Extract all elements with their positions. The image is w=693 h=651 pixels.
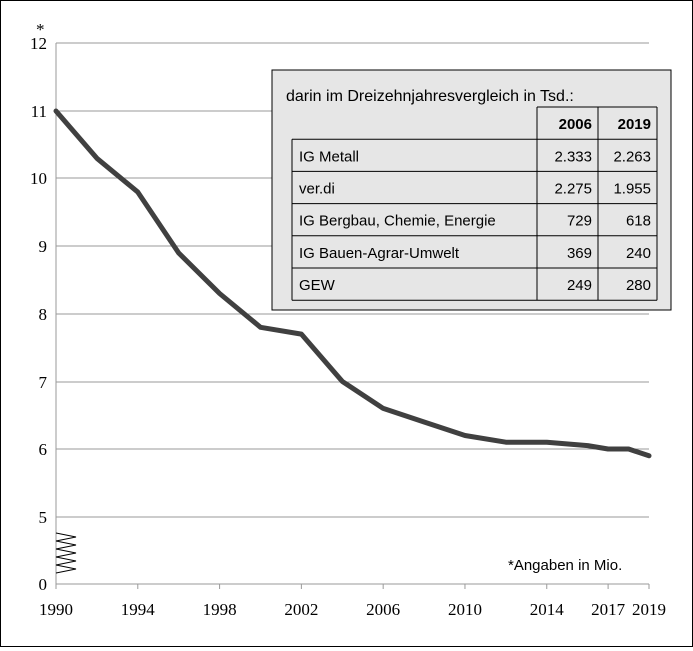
table-cell: 618 [626, 213, 651, 230]
table-cell: 240 [626, 245, 651, 262]
axis-break-path [55, 532, 77, 574]
x-tick-1998: 1998 [203, 600, 237, 619]
x-tick-2017: 2017 [591, 600, 626, 619]
x-tick-labels: 1990 1994 1998 2002 2006 2010 2014 2017 2019 [39, 600, 666, 619]
x-tick-2006: 2006 [366, 600, 400, 619]
axes [55, 43, 650, 589]
series-lines [53, 108, 652, 459]
table-row-label: ver.di [299, 181, 335, 198]
y-tick-0: 0 [39, 575, 48, 594]
chart-footnote: *Angaben in Mio. [508, 557, 622, 574]
table-cell: 1.955 [613, 181, 651, 198]
x-tick-2019: 2019 [632, 600, 666, 619]
table-cell: 369 [567, 245, 592, 262]
table-cell: 2.333 [554, 148, 592, 165]
x-tick-1994: 1994 [121, 600, 156, 619]
y-tick-9: 9 [39, 237, 48, 256]
table-cell: 280 [626, 277, 651, 294]
table-row-label: IG Bauen-Agrar-Umwelt [299, 245, 460, 262]
x-tick-1990: 1990 [39, 600, 73, 619]
axis-break-squiggle [55, 532, 77, 574]
table-header-2006: 2006 [559, 116, 592, 133]
x-tick-2010: 2010 [448, 600, 482, 619]
table-cell: 249 [567, 277, 592, 294]
y-tick-6: 6 [39, 440, 48, 459]
table-row-label: IG Bergbau, Chemie, Energie [299, 213, 496, 230]
union-comparison-table: darin im Dreizehnjahresvergleich in Tsd.… [271, 69, 672, 311]
table-cell: 2.275 [554, 181, 592, 198]
y-tick-5: 5 [39, 508, 48, 527]
y-tick-7: 7 [39, 373, 48, 392]
table-cell: 729 [567, 213, 592, 230]
table-grid [291, 106, 658, 301]
y-tick-12: 12 [30, 34, 47, 53]
x-tick-2002: 2002 [284, 600, 318, 619]
y-tick-labels: 0 5 6 7 8 9 10 11 12* [30, 20, 48, 594]
x-tick-2014: 2014 [530, 600, 565, 619]
y-tick-11: 11 [31, 102, 47, 121]
table-cell: 2.263 [613, 148, 651, 165]
y-top-marker: * [36, 20, 45, 39]
table-row-label: GEW [299, 277, 336, 294]
series-line-0 [53, 108, 652, 459]
table-row-label: IG Metall [299, 148, 359, 165]
table-cells: 2006 2019 IG Metall 2.333 2.263 ver.di 2.275 1.… [299, 116, 651, 294]
table-header-2019: 2019 [618, 116, 651, 133]
y-tick-10: 10 [30, 169, 47, 188]
table-title: darin im Dreizehnjahresvergleich in Tsd.… [286, 88, 574, 105]
y-tick-8: 8 [39, 305, 48, 324]
